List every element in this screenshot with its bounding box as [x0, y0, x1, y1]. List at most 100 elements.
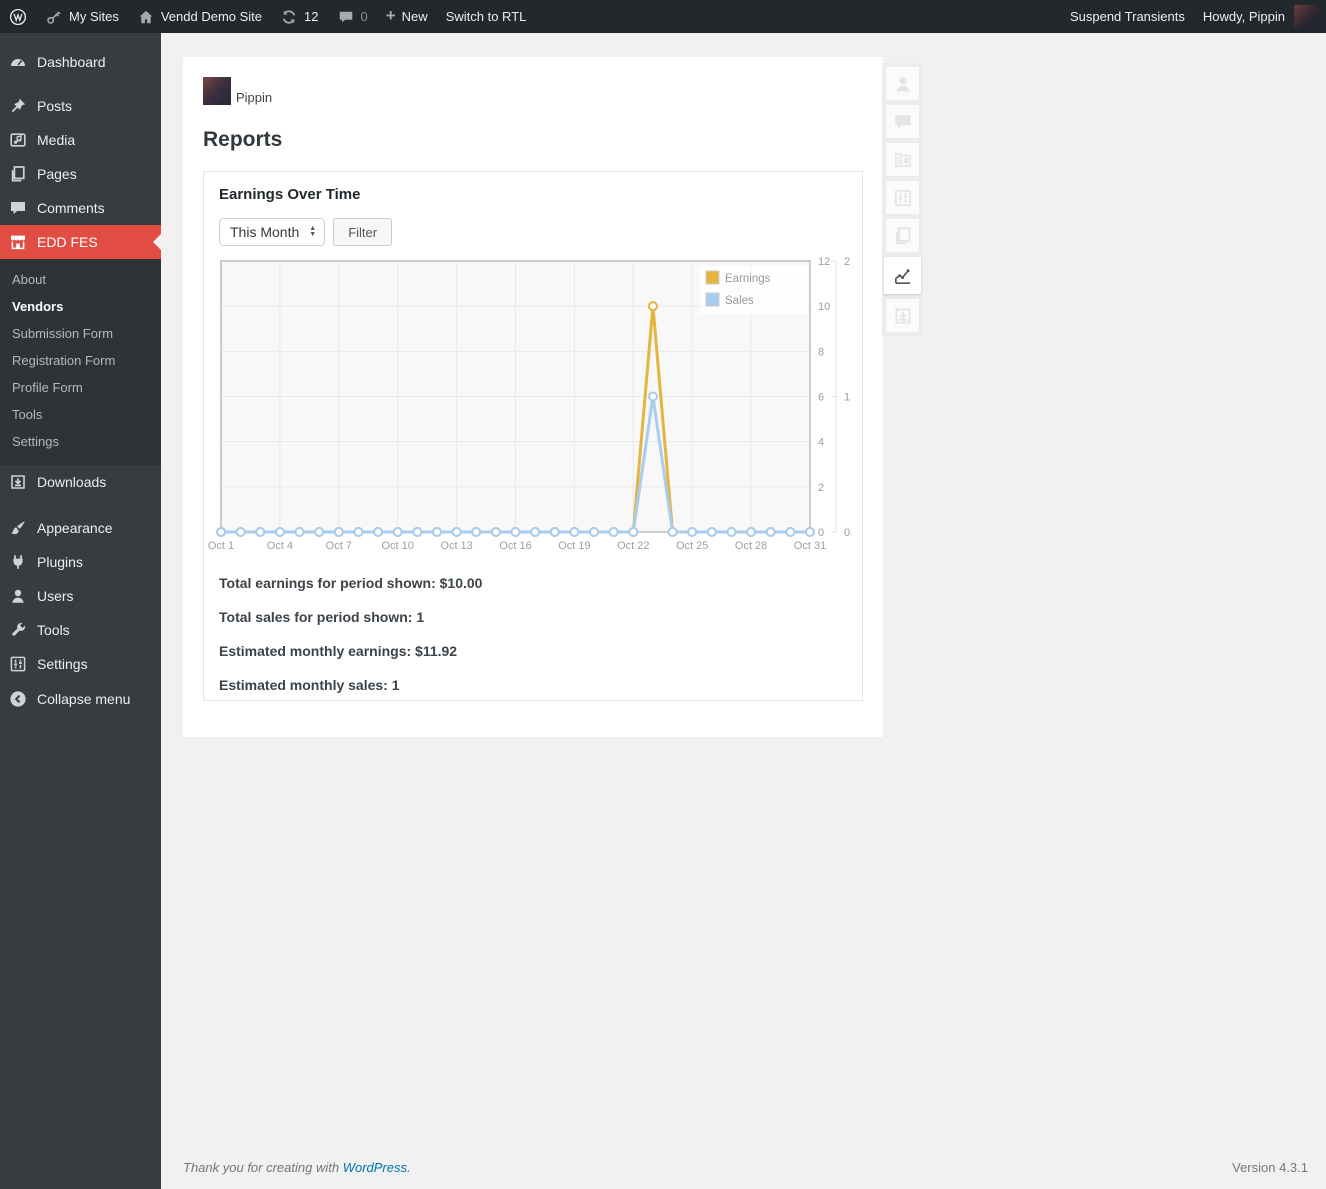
admin-bar-right: Suspend Transients Howdy, Pippin	[1061, 0, 1326, 33]
tab-comments[interactable]	[886, 105, 919, 138]
tab-settings[interactable]	[886, 181, 919, 214]
comments-menu[interactable]: 0	[328, 0, 377, 33]
panel-title: Earnings Over Time	[219, 186, 361, 203]
sidebar-item-comments[interactable]: Comments	[0, 191, 161, 225]
suspend-transients-link[interactable]: Suspend Transients	[1069, 9, 1185, 24]
content-area: Pippin Reports Earnings Over Time This M…	[161, 33, 1326, 1189]
svg-text:Oct 16: Oct 16	[499, 540, 531, 552]
stat-estimated-earnings: Estimated monthly earnings: $11.92	[219, 643, 458, 659]
plus-icon: +	[385, 6, 396, 25]
vendor-report-card: Pippin Reports Earnings Over Time This M…	[183, 57, 883, 737]
svg-text:Oct 4: Oct 4	[267, 540, 293, 552]
sidebar-item-users[interactable]: Users	[0, 579, 161, 613]
svg-text:Oct 28: Oct 28	[735, 540, 767, 552]
sidebar-item-tools[interactable]: Tools	[0, 613, 161, 647]
pages-icon	[11, 166, 25, 182]
footer-thanks: Thank you for creating with WordPress.	[183, 1160, 411, 1175]
tab-profile[interactable]	[886, 67, 919, 100]
svg-text:1: 1	[844, 392, 850, 404]
svg-text:0: 0	[844, 527, 850, 539]
svg-text:Oct 25: Oct 25	[676, 540, 708, 552]
submenu-item-registration-form[interactable]: Registration Form	[12, 353, 116, 368]
comment-bubble-icon	[339, 11, 352, 22]
comment-icon	[894, 114, 911, 129]
comment-icon	[11, 202, 25, 214]
submenu-item-vendors[interactable]: Vendors	[12, 299, 64, 314]
update-icon	[282, 9, 296, 24]
wordpress-logo-icon	[9, 8, 27, 25]
wrench-icon	[11, 622, 26, 637]
collapse-icon	[10, 691, 26, 707]
sidebar-item-appearance[interactable]: Appearance	[0, 511, 161, 545]
svg-text:4: 4	[818, 437, 824, 449]
submenu-item-profile-form[interactable]: Profile Form	[12, 380, 83, 395]
user-icon	[12, 589, 24, 603]
wordpress-link[interactable]: WordPress.	[342, 1160, 411, 1175]
svg-text:2: 2	[818, 482, 824, 494]
chart-controls: This Month ▲ ▼ Filter	[219, 218, 847, 246]
wordpress-logo-menu[interactable]	[0, 0, 36, 33]
site-name-menu[interactable]: Vendd Demo Site	[128, 0, 271, 33]
sidebar-item-downloads[interactable]: Downloads	[0, 465, 161, 499]
vendor-name: Pippin	[236, 90, 273, 105]
admin-bar-left: My Sites Vendd Demo Site 12	[0, 0, 535, 33]
sidebar-item-posts[interactable]: Posts	[0, 89, 161, 123]
tab-downloads[interactable]	[886, 299, 919, 332]
sidebar-item-media[interactable]: Media	[0, 123, 161, 157]
earnings-chart-svg: Oct 1 Oct 4 Oct 7 Oct 10 Oct 13 Oct 16 Oct 19 O…	[208, 256, 850, 552]
tab-reports[interactable]	[884, 257, 921, 294]
stat-estimated-sales: Estimated monthly sales: 1	[219, 677, 400, 693]
svg-text:2: 2	[844, 256, 850, 268]
submenu-item-about[interactable]: About	[12, 272, 46, 287]
period-select[interactable]: This Month ▲ ▼	[219, 218, 326, 246]
submenu-item-tools[interactable]: Tools	[12, 407, 43, 422]
new-content-menu[interactable]: + New	[377, 0, 437, 33]
period-select-value: This Month	[230, 224, 300, 240]
svg-text:10: 10	[818, 301, 830, 313]
user-icon	[896, 76, 909, 91]
collapse-menu-button[interactable]: Collapse menu	[0, 682, 161, 716]
my-sites-label: My Sites	[69, 9, 119, 24]
svg-text:Oct 13: Oct 13	[440, 540, 472, 552]
media-icon	[10, 133, 26, 147]
svg-text:Oct 19: Oct 19	[558, 540, 590, 552]
svg-text:Oct 31: Oct 31	[794, 540, 826, 552]
new-label: New	[401, 9, 428, 24]
admin-sidebar-menu: Dashboard Posts Media Pages	[0, 33, 161, 1189]
my-account-menu[interactable]: Howdy, Pippin	[1194, 0, 1287, 33]
earnings-panel: Earnings Over Time This Month ▲ ▼ Filter …	[203, 171, 863, 701]
submenu-item-settings[interactable]: Settings	[12, 434, 59, 449]
submenu-item-submission-form[interactable]: Submission Form	[12, 326, 114, 341]
my-sites-menu[interactable]: My Sites	[36, 0, 128, 33]
store-icon	[11, 235, 25, 250]
download-icon	[11, 475, 25, 489]
svg-text:Earnings: Earnings	[725, 273, 771, 285]
rtl-label: Switch to RTL	[445, 9, 527, 24]
dashboard-icon	[11, 59, 25, 66]
svg-text:Sales: Sales	[725, 295, 754, 307]
admin-bar: My Sites Vendd Demo Site 12	[0, 0, 1326, 33]
filter-button[interactable]: Filter	[333, 218, 393, 246]
chart-wrapper: Oct 1 Oct 4 Oct 7 Oct 10 Oct 13 Oct 16 Oct 19 O…	[208, 256, 850, 559]
sidebar-item-edd-fes[interactable]: EDD FES	[0, 225, 161, 259]
svg-text:Oct 1: Oct 1	[208, 540, 234, 552]
pages-icon	[895, 226, 910, 244]
sidebar-item-plugins[interactable]: Plugins	[0, 545, 161, 579]
user-avatar-small[interactable]	[1294, 4, 1318, 29]
switch-to-rtl-link[interactable]: Switch to RTL	[437, 0, 536, 33]
svg-text:Oct 7: Oct 7	[326, 540, 352, 552]
sidebar-item-settings[interactable]: Settings	[0, 647, 161, 681]
svg-text:12: 12	[818, 256, 830, 268]
updates-menu[interactable]: 12	[271, 0, 327, 33]
tab-pages[interactable]	[886, 219, 919, 252]
svg-text:0: 0	[818, 527, 824, 539]
footer-version: Version 4.3.1	[1232, 1160, 1308, 1175]
sidebar-item-dashboard[interactable]: Dashboard	[0, 45, 161, 79]
key-icon	[47, 10, 61, 24]
sidebar-item-pages[interactable]: Pages	[0, 157, 161, 191]
stat-total-earnings: Total earnings for period shown: $10.00	[219, 575, 483, 591]
vendor-avatar	[203, 77, 231, 105]
plugin-icon	[13, 555, 23, 569]
brush-icon	[11, 521, 25, 535]
tab-products[interactable]	[886, 143, 919, 176]
